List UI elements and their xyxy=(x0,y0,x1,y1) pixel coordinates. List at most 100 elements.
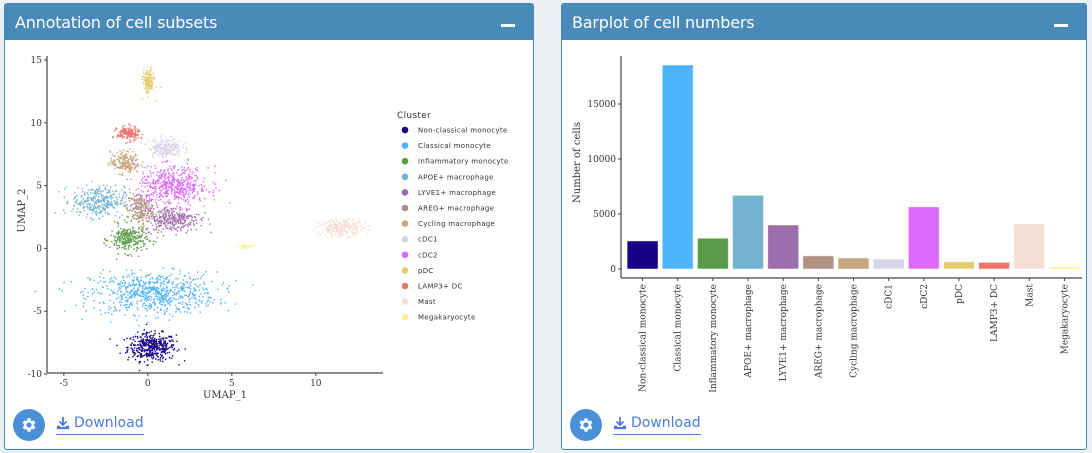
umap-point xyxy=(134,358,137,361)
umap-point xyxy=(137,355,140,357)
umap-point xyxy=(135,133,137,136)
umap-point xyxy=(186,210,188,212)
settings-button-right[interactable] xyxy=(570,409,602,441)
umap-point xyxy=(129,292,131,295)
umap-point xyxy=(128,242,130,244)
umap-point xyxy=(154,295,157,298)
umap-point xyxy=(156,204,158,206)
y-tick-label: 0 xyxy=(610,265,616,275)
umap-point xyxy=(130,269,133,272)
umap-point xyxy=(186,303,188,306)
settings-button-left[interactable] xyxy=(13,409,45,441)
umap-point xyxy=(136,335,139,338)
umap-point xyxy=(197,278,199,280)
umap-point xyxy=(156,196,158,199)
umap-point xyxy=(190,292,192,294)
umap-point xyxy=(209,223,211,225)
umap-point xyxy=(165,358,167,360)
umap-point xyxy=(196,170,199,172)
umap-point xyxy=(140,136,142,139)
umap-point xyxy=(122,165,125,168)
umap-point xyxy=(90,197,92,199)
umap-point xyxy=(157,347,159,349)
collapse-button-left[interactable] xyxy=(501,15,515,29)
umap-point xyxy=(183,199,185,201)
umap-point xyxy=(138,235,141,237)
umap-point xyxy=(147,91,149,94)
umap-point xyxy=(155,241,157,243)
umap-point xyxy=(162,214,165,216)
umap-point xyxy=(188,175,190,177)
umap-point xyxy=(166,195,169,197)
umap-point xyxy=(109,246,111,249)
umap-point xyxy=(93,279,95,282)
umap-point xyxy=(174,179,176,181)
umap-point xyxy=(127,135,129,137)
umap-point xyxy=(155,226,158,228)
umap-point xyxy=(152,289,154,291)
umap-point xyxy=(119,153,122,155)
download-link-right[interactable]: Download xyxy=(613,415,701,435)
umap-point xyxy=(333,230,335,233)
umap-point xyxy=(86,192,89,194)
umap-point xyxy=(164,305,166,307)
umap-point xyxy=(142,222,145,224)
umap-point xyxy=(172,291,174,293)
umap-point xyxy=(145,349,147,351)
umap-point xyxy=(165,152,168,154)
umap-point xyxy=(127,132,130,134)
umap-point xyxy=(119,235,121,237)
umap-point xyxy=(174,194,176,197)
umap-point xyxy=(209,300,211,303)
umap-point xyxy=(186,185,188,188)
umap-point xyxy=(161,344,163,346)
umap-point xyxy=(210,231,212,234)
x-tick-label: Cycling macrophage xyxy=(850,284,860,378)
umap-point xyxy=(161,220,163,223)
umap-point xyxy=(164,184,166,186)
umap-point xyxy=(80,211,82,214)
umap-point xyxy=(133,287,135,290)
umap-point xyxy=(336,229,338,232)
umap-point xyxy=(133,139,135,141)
umap-point xyxy=(118,135,120,137)
umap-point xyxy=(340,222,342,224)
umap-point xyxy=(156,354,158,356)
umap-point xyxy=(130,130,132,132)
barplot-panel-footer: Download xyxy=(570,409,701,441)
umap-point xyxy=(93,210,95,212)
umap-point xyxy=(119,239,121,241)
umap-point xyxy=(128,232,130,234)
umap-point xyxy=(191,216,193,218)
umap-point xyxy=(167,210,169,212)
umap-point xyxy=(336,220,338,222)
collapse-button-right[interactable] xyxy=(1054,15,1068,29)
umap-point xyxy=(146,70,148,72)
umap-point xyxy=(127,197,130,199)
umap-point xyxy=(166,343,168,345)
umap-point xyxy=(116,211,119,213)
umap-point xyxy=(201,302,203,304)
umap-point xyxy=(201,219,203,221)
umap-point xyxy=(149,199,151,201)
umap-point xyxy=(91,199,94,201)
umap-point xyxy=(134,201,136,204)
y-tick-label: 0 xyxy=(36,244,42,254)
umap-point xyxy=(355,223,358,225)
umap-point xyxy=(201,190,203,192)
umap-point xyxy=(132,150,134,153)
umap-point xyxy=(176,143,178,146)
umap-point xyxy=(133,344,135,347)
umap-point xyxy=(147,341,149,343)
download-link-left[interactable]: Download xyxy=(56,415,144,435)
umap-point xyxy=(106,199,108,202)
umap-point xyxy=(155,149,157,151)
umap-point xyxy=(149,337,152,339)
umap-point xyxy=(183,284,185,287)
umap-point xyxy=(127,233,129,235)
umap-point xyxy=(213,299,215,301)
umap-point xyxy=(137,202,139,204)
umap-point xyxy=(166,182,168,185)
umap-point xyxy=(88,204,91,207)
umap-point xyxy=(147,287,149,289)
